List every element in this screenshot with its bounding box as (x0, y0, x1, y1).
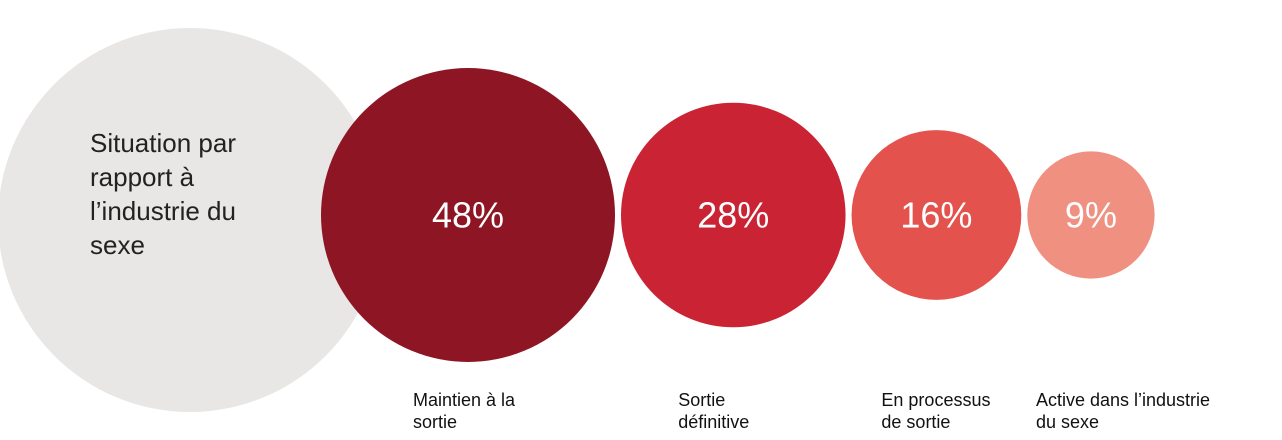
value-label: 48% (432, 195, 504, 236)
value-label: 16% (900, 195, 972, 236)
backdrop-circle (0, 28, 382, 412)
chart-title: Situation par rapport à l’industrie du s… (90, 128, 236, 260)
category-label: Sortie définitive (678, 390, 750, 432)
category-label: Active dans l’industrie du sexe (1035, 390, 1211, 432)
value-label: 28% (697, 195, 769, 236)
bubble (1027, 151, 1155, 279)
value-label: 9% (1065, 195, 1117, 236)
bubble (321, 68, 615, 362)
category-label: En processus de sortie (881, 390, 991, 432)
bubble (851, 130, 1022, 300)
category-label: Maintien à la sortie (413, 390, 516, 432)
bubble (621, 102, 846, 328)
